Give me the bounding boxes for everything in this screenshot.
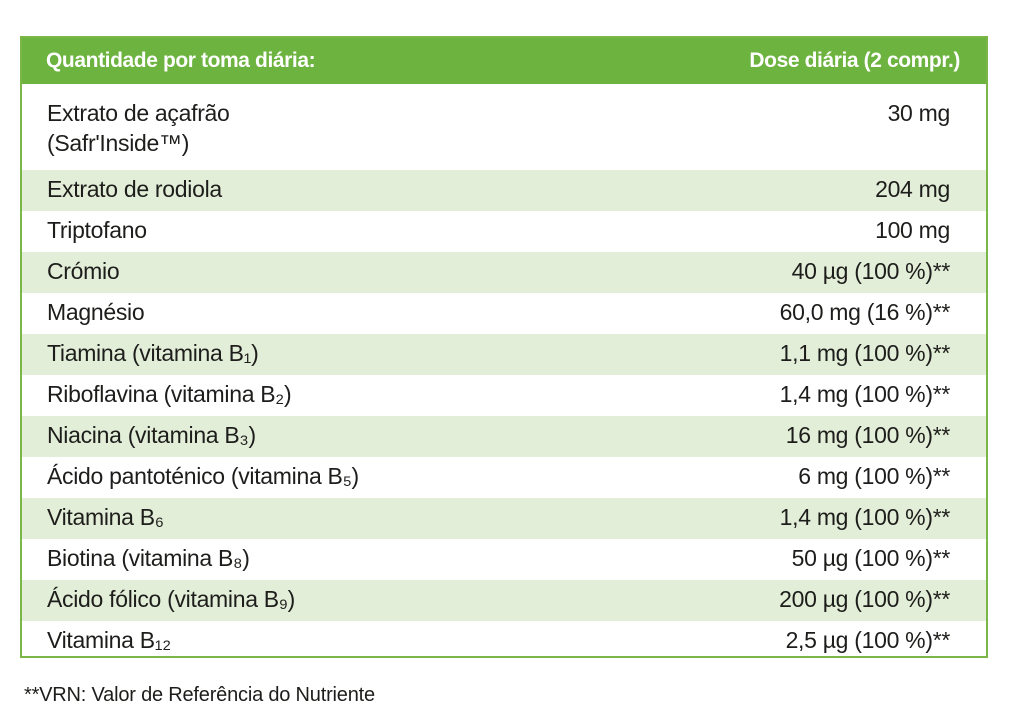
nutrient-name: Biotina (vitamina B₈) xyxy=(47,545,250,571)
nutrient-dose: 1,4 mg (100 %)** xyxy=(779,381,951,407)
table-body: Extrato de açafrão (Safr'Inside™) 30 mg … xyxy=(22,84,986,662)
table-row: Magnésio 60,0 mg (16 %)** xyxy=(22,293,986,334)
nutrient-name: Niacina (vitamina B₃) xyxy=(47,422,256,448)
nutrient-name: Extrato de rodiola xyxy=(47,176,222,202)
nutrient-dose: 40 µg (100 %)** xyxy=(791,258,951,284)
nutrient-dose: 50 µg (100 %)** xyxy=(791,545,951,571)
nutrient-dose: 1,1 mg (100 %)** xyxy=(779,340,951,366)
nutrient-name: Vitamina B₁₂ xyxy=(47,627,171,653)
nutrient-name: Ácido pantoténico (vitamina B₅) xyxy=(47,463,359,489)
table-row: Niacina (vitamina B₃) 16 mg (100 %)** xyxy=(22,416,986,457)
nutrient-name: Extrato de açafrão (Safr'Inside™) xyxy=(47,100,230,156)
table-row: Biotina (vitamina B₈) 50 µg (100 %)** xyxy=(22,539,986,580)
table-row: Triptofano 100 mg xyxy=(22,211,986,252)
nutrient-name: Magnésio xyxy=(47,299,145,325)
nutrient-name: Crómio xyxy=(47,258,120,284)
nutrient-dose: 30 mg xyxy=(887,100,951,126)
footnote: **VRN: Valor de Referência do Nutriente xyxy=(24,684,375,706)
nutrient-name: Ácido fólico (vitamina B₉) xyxy=(47,586,296,612)
nutrient-dose: 6 mg (100 %)** xyxy=(798,463,950,489)
table-row: Extrato de açafrão (Safr'Inside™) 30 mg xyxy=(22,94,986,170)
nutrient-dose: 2,5 µg (100 %)** xyxy=(785,627,951,653)
table-header: Quantidade por toma diária: Dose diária … xyxy=(22,38,986,84)
nutrient-dose: 1,4 mg (100 %)** xyxy=(779,504,951,530)
header-dose-label: Dose diária (2 compr.) xyxy=(749,49,960,72)
nutrition-table: Quantidade por toma diária: Dose diária … xyxy=(20,36,988,658)
table-row: Vitamina B₆ 1,4 mg (100 %)** xyxy=(22,498,986,539)
table-row: Riboflavina (vitamina B₂) 1,4 mg (100 %)… xyxy=(22,375,986,416)
table-row: Ácido pantoténico (vitamina B₅) 6 mg (10… xyxy=(22,457,986,498)
table-row: Crómio 40 µg (100 %)** xyxy=(22,252,986,293)
nutrient-name: Tiamina (vitamina B₁) xyxy=(47,340,259,366)
nutrient-dose: 60,0 mg (16 %)** xyxy=(779,299,951,325)
table-row: Vitamina B₁₂ 2,5 µg (100 %)** xyxy=(22,621,986,662)
nutrient-dose: 16 mg (100 %)** xyxy=(785,422,951,448)
table-row: Tiamina (vitamina B₁) 1,1 mg (100 %)** xyxy=(22,334,986,375)
table-row: Ácido fólico (vitamina B₉) 200 µg (100 %… xyxy=(22,580,986,621)
nutrient-name: Vitamina B₆ xyxy=(47,504,164,530)
header-quantity-label: Quantidade por toma diária: xyxy=(46,49,316,72)
nutrient-dose: 200 µg (100 %)** xyxy=(779,586,950,612)
nutrient-dose: 204 mg xyxy=(875,176,950,202)
nutrient-name: Riboflavina (vitamina B₂) xyxy=(47,381,292,407)
nutrient-dose: 100 mg xyxy=(875,217,950,243)
nutrient-name: Triptofano xyxy=(47,217,147,243)
table-row: Extrato de rodiola 204 mg xyxy=(22,170,986,211)
